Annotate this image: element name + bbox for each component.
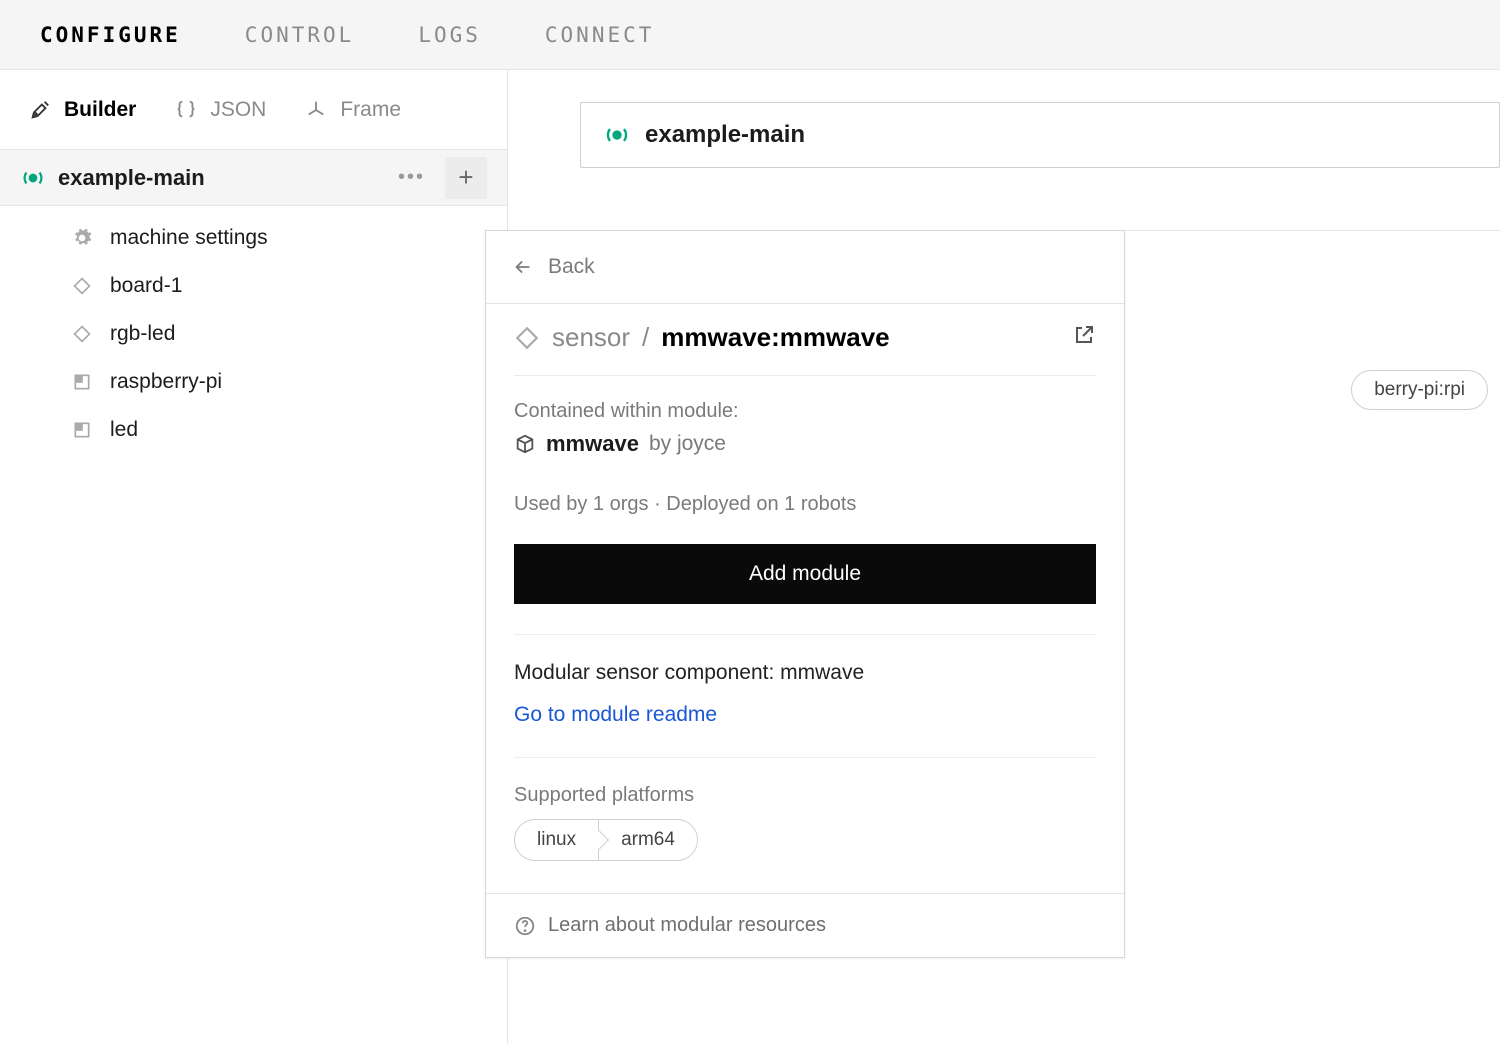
back-button[interactable]: Back <box>486 231 1124 304</box>
tab-configure[interactable]: CONFIGURE <box>40 23 181 47</box>
tab-control[interactable]: CONTROL <box>245 23 355 47</box>
view-builder[interactable]: Builder <box>28 98 136 122</box>
gear-icon <box>70 226 94 250</box>
platform-arch: arm64 <box>598 820 697 860</box>
background-pill: berry-pi:rpi <box>1351 370 1488 410</box>
arrow-left-icon <box>512 256 534 278</box>
module-category: sensor <box>552 322 630 353</box>
sidebar-item-board[interactable]: board-1 <box>0 262 507 310</box>
learn-more-label: Learn about modular resources <box>548 914 826 937</box>
tab-connect[interactable]: CONNECT <box>545 23 655 47</box>
tools-icon <box>28 98 52 122</box>
external-link-icon[interactable] <box>1072 323 1096 352</box>
module-name: mmwave:mmwave <box>661 322 889 353</box>
module-meta: Contained within module: mmwave by joyce… <box>514 376 1096 861</box>
sidebar-item-raspberrypi[interactable]: raspberry-pi <box>0 358 507 406</box>
package-icon <box>514 433 536 455</box>
module-title-row: sensor / mmwave:mmwave <box>514 322 1096 376</box>
add-button[interactable]: + <box>445 157 487 199</box>
diamond-icon <box>70 322 94 346</box>
tab-logs[interactable]: LOGS <box>418 23 481 47</box>
sidebar-items: machine settings board-1 rgb-led raspber… <box>0 206 507 454</box>
view-toggles: Builder JSON Frame <box>0 70 507 150</box>
module-icon <box>70 370 94 394</box>
sidebar-item-led[interactable]: led <box>0 406 507 454</box>
sidebar-item-label: raspberry-pi <box>110 370 222 394</box>
view-frame-label: Frame <box>340 98 401 122</box>
sidebar-item-label: rgb-led <box>110 322 175 346</box>
module-author: by joyce <box>649 432 726 456</box>
content-machine-header[interactable]: example-main <box>580 102 1500 168</box>
view-builder-label: Builder <box>64 98 136 122</box>
content-machine-name: example-main <box>645 121 805 149</box>
sidebar-machine-header[interactable]: example-main ••• + <box>0 150 507 206</box>
signal-icon <box>20 165 46 191</box>
more-icon[interactable]: ••• <box>390 166 433 189</box>
sidebar-item-machine-settings[interactable]: machine settings <box>0 214 507 262</box>
view-frame[interactable]: Frame <box>304 98 401 122</box>
diamond-icon <box>514 325 540 351</box>
module-icon <box>70 418 94 442</box>
module-package-name: mmwave <box>546 431 639 457</box>
sidebar-item-label: board-1 <box>110 274 182 298</box>
module-separator: / <box>642 322 649 353</box>
divider <box>514 757 1096 758</box>
top-nav: CONFIGURE CONTROL LOGS CONNECT <box>0 0 1500 70</box>
signal-icon <box>603 121 631 149</box>
view-json[interactable]: JSON <box>174 98 266 122</box>
module-detail-popover: Back sensor / mmwave:mmwave Contained wi… <box>485 230 1125 958</box>
module-container-label: Contained within module: <box>514 400 1096 423</box>
sidebar-item-rgbled[interactable]: rgb-led <box>0 310 507 358</box>
back-label: Back <box>548 255 595 279</box>
help-icon <box>514 915 536 937</box>
module-description: Modular sensor component: mmwave <box>514 661 1096 685</box>
sidebar: Builder JSON Frame example-main ••• + <box>0 70 508 1044</box>
braces-icon <box>174 98 198 122</box>
platform-os: linux <box>515 820 598 860</box>
sidebar-item-label: led <box>110 418 138 442</box>
platform-chip: linux arm64 <box>514 819 698 861</box>
platforms-section: Supported platforms linux arm64 <box>514 784 1096 861</box>
add-module-button[interactable]: Add module <box>514 544 1096 604</box>
diamond-icon <box>70 274 94 298</box>
axes-icon <box>304 98 328 122</box>
view-json-label: JSON <box>210 98 266 122</box>
divider <box>514 634 1096 635</box>
module-usage: Used by 1 orgs · Deployed on 1 robots <box>514 493 1096 516</box>
platforms-label: Supported platforms <box>514 784 1096 807</box>
background-pill-text: berry-pi:rpi <box>1374 379 1465 401</box>
sidebar-machine-name: example-main <box>58 165 378 191</box>
learn-more-link[interactable]: Learn about modular resources <box>486 893 1124 957</box>
readme-link[interactable]: Go to module readme <box>514 703 717 727</box>
sidebar-item-label: machine settings <box>110 226 268 250</box>
